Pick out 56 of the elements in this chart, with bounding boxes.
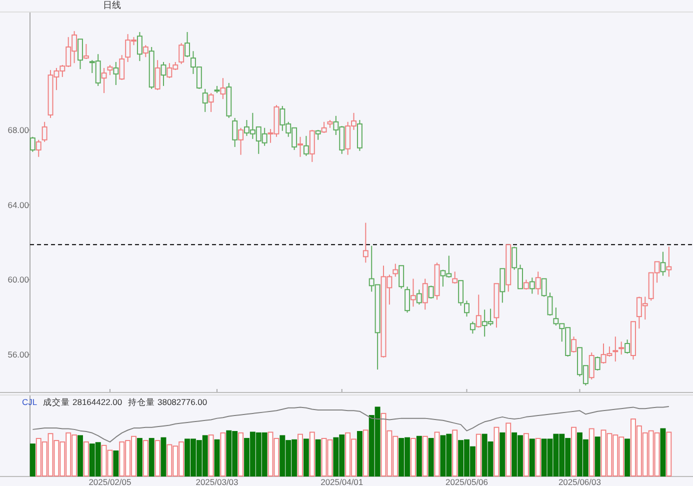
bar [571,426,577,476]
bar [356,431,362,476]
annotation: CJL [22,397,38,407]
bar [160,437,166,476]
text: 日线 [103,0,121,10]
bar [113,450,119,476]
bar [220,432,226,476]
x-tick-label: 2025/04/01 [320,477,364,486]
bar [535,438,541,476]
bar [78,435,83,476]
candlestick [362,222,368,264]
x-tick-label: 2025/06/03 [558,477,602,486]
bar [428,438,434,476]
bar [142,440,148,476]
bar [476,434,482,476]
candlestick [42,121,48,142]
bar [452,430,458,476]
bar [154,440,160,476]
y-tick-label: 68.00 [8,124,30,135]
bar [529,438,535,476]
y-tick-label: 56.00 [8,350,30,360]
candlestick [612,336,618,362]
bar [30,444,36,476]
bar [494,426,500,476]
bar [303,438,309,476]
bar [410,438,416,476]
candlestick [464,300,470,318]
bar [624,438,630,476]
x-tick-label: 2025/03/03 [196,477,239,486]
bar [238,432,244,476]
bar [148,438,154,476]
bar [416,436,422,476]
bar [434,432,440,476]
bar [506,422,512,476]
x-tick-label: 2025/02/05 [88,477,132,486]
bar [309,432,315,476]
bar [594,436,600,476]
bar [208,434,214,476]
bar [588,428,594,476]
bar [660,428,666,476]
candlestick [547,292,553,316]
bar [500,432,506,476]
bar [214,439,220,476]
bar [315,439,321,476]
annotation: 成交量 28164422.00 [43,397,122,407]
x-tick-label: 2025/05/06 [445,477,488,486]
bar [136,438,142,476]
bar [523,433,529,476]
bar [298,434,303,476]
y-tick-label: 64.00 [8,200,30,210]
bar [422,436,428,476]
bar [666,432,672,476]
annotation: 持仓量 38082776.00 [128,397,208,407]
bar [83,441,89,476]
y-tick-label: 60.00 [8,274,30,285]
bar [362,430,368,476]
